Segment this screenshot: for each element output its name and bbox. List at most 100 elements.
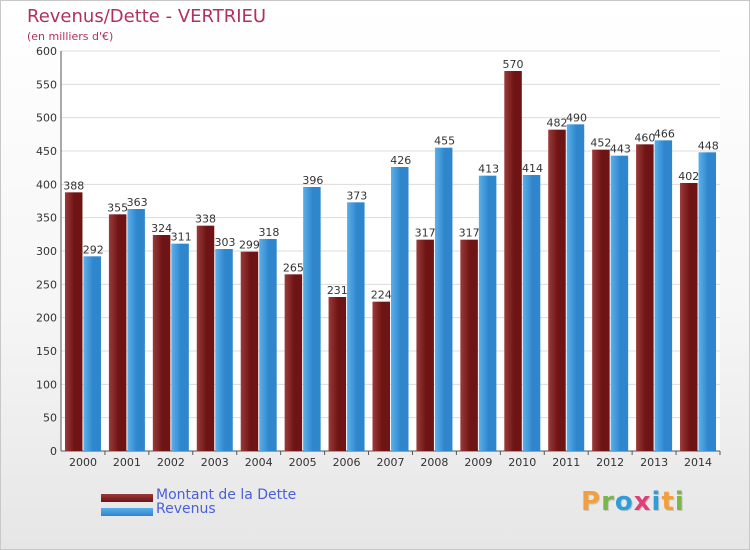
x-tick-label: 2006	[333, 456, 361, 469]
data-label-debt: 570	[503, 58, 524, 71]
bar-debt	[680, 183, 698, 451]
legend-swatch-revenue	[101, 508, 153, 516]
bar-debt	[592, 149, 610, 451]
x-tick-label: 2003	[201, 456, 229, 469]
data-label-debt: 317	[459, 227, 480, 240]
y-tick-label: 50	[43, 412, 57, 425]
legend-swatch-debt	[101, 494, 153, 502]
data-label-debt: 402	[678, 170, 699, 183]
bar-debt	[372, 301, 390, 451]
data-label-debt: 231	[327, 284, 348, 297]
data-label-revenue: 455	[434, 135, 455, 148]
data-label-revenue: 414	[522, 162, 543, 175]
x-tick-label: 2012	[596, 456, 624, 469]
data-label-revenue: 396	[302, 174, 323, 187]
legend-label-debt: Montant de la Dette	[156, 487, 297, 503]
data-label-revenue: 443	[610, 143, 631, 156]
chart-subtitle: (en milliers d'€)	[27, 30, 114, 43]
y-tick-label: 500	[36, 112, 57, 125]
data-label-debt: 324	[151, 222, 172, 235]
data-label-debt: 317	[415, 227, 436, 240]
x-tick-label: 2000	[69, 456, 97, 469]
bar-revenue	[522, 175, 541, 451]
bar-debt	[152, 235, 171, 451]
data-label-debt: 224	[371, 289, 392, 302]
data-label-debt: 355	[107, 201, 128, 214]
x-tick-label: 2002	[157, 456, 185, 469]
bar-debt	[284, 274, 303, 451]
bar-debt	[636, 144, 654, 452]
y-tick-label: 550	[36, 78, 57, 91]
bar-revenue	[83, 256, 101, 451]
data-label-revenue: 448	[698, 139, 719, 152]
data-label-revenue: 292	[83, 243, 104, 256]
y-tick-label: 450	[36, 145, 57, 158]
bar-debt	[108, 214, 127, 451]
bar-debt	[460, 239, 478, 451]
data-label-debt: 388	[63, 179, 84, 192]
y-tick-label: 150	[36, 345, 57, 358]
bar-revenue	[347, 202, 365, 451]
bar-revenue	[259, 239, 277, 451]
y-tick-label: 350	[36, 212, 57, 225]
bar-debt	[328, 297, 347, 451]
y-tick-label: 200	[36, 312, 57, 325]
chart-title: Revenus/Dette - VERTRIEU	[27, 6, 267, 27]
bar-revenue	[698, 152, 717, 452]
proxiti-logo: Proxiti	[581, 487, 685, 517]
data-label-revenue: 466	[654, 127, 675, 140]
data-label-revenue: 311	[171, 231, 192, 244]
bar-debt	[504, 71, 522, 451]
logo-letter: x	[633, 487, 652, 517]
bar-revenue	[171, 243, 189, 451]
x-tick-label: 2009	[464, 456, 492, 469]
bar-debt	[196, 225, 215, 451]
bar-revenue	[434, 147, 453, 451]
x-tick-label: 2008	[420, 456, 448, 469]
x-tick-label: 2011	[552, 456, 580, 469]
bar-debt	[64, 192, 83, 452]
y-tick-label: 100	[36, 378, 57, 391]
x-tick-label: 2001	[113, 456, 141, 469]
y-tick-label: 600	[36, 45, 57, 58]
bar-revenue	[215, 249, 233, 451]
bar-revenue	[303, 187, 321, 451]
data-label-debt: 460	[634, 131, 655, 144]
data-label-debt: 265	[283, 261, 304, 274]
bar-revenue	[566, 124, 585, 451]
x-tick-label: 2013	[640, 456, 668, 469]
bar-revenue	[478, 175, 497, 451]
y-tick-label: 400	[36, 178, 57, 191]
logo-letter: i	[651, 487, 662, 517]
data-label-revenue: 490	[566, 111, 587, 124]
y-tick-label: 300	[36, 245, 57, 258]
data-label-revenue: 373	[346, 189, 367, 202]
bar-debt	[416, 239, 434, 451]
data-label-debt: 482	[546, 117, 567, 130]
bar-revenue	[610, 155, 629, 451]
logo-letter: r	[601, 487, 615, 517]
y-tick-label: 0	[50, 445, 57, 458]
data-label-debt: 452	[590, 137, 611, 150]
y-tick-label: 250	[36, 278, 57, 291]
data-label-revenue: 318	[258, 226, 279, 239]
logo-letter: t	[661, 487, 675, 517]
x-tick-label: 2005	[289, 456, 317, 469]
logo-letter: i	[674, 487, 685, 517]
bar-revenue	[127, 209, 145, 451]
bar-revenue	[654, 140, 673, 452]
data-label-revenue: 363	[127, 196, 148, 209]
data-label-revenue: 426	[390, 154, 411, 167]
bar-revenue	[391, 167, 409, 451]
x-tick-label: 2014	[684, 456, 712, 469]
data-label-revenue: 303	[215, 236, 236, 249]
bar-debt	[548, 129, 566, 451]
x-tick-label: 2004	[245, 456, 273, 469]
bar-debt	[240, 251, 259, 451]
x-tick-label: 2007	[377, 456, 405, 469]
data-label-revenue: 413	[478, 163, 499, 176]
legend-label-revenue: Revenus	[156, 501, 216, 517]
data-label-debt: 338	[195, 213, 216, 226]
